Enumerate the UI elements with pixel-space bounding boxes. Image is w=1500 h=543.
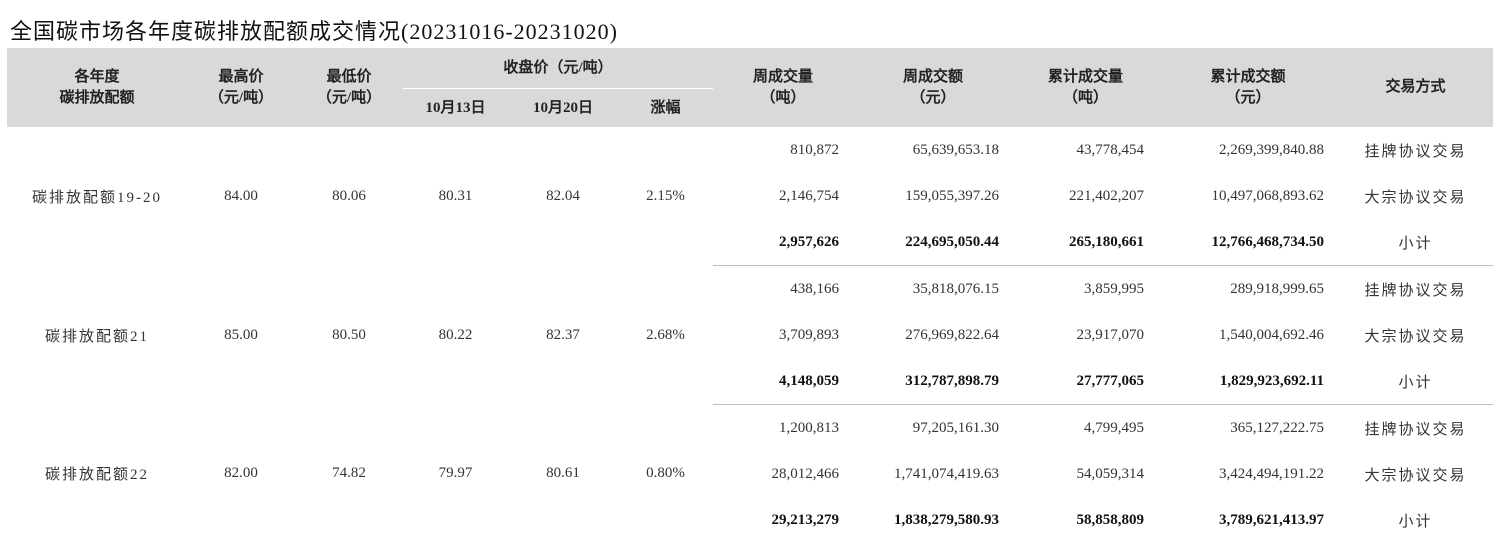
header-close-oct13: 10月13日 xyxy=(403,89,508,128)
vintage-name: 碳排放配额22 xyxy=(7,405,187,543)
low-price: 80.06 xyxy=(295,127,403,266)
trade-method: 挂牌协议交易 xyxy=(1338,127,1493,173)
trade-method: 大宗协议交易 xyxy=(1338,451,1493,497)
cum-volume: 43,778,454 xyxy=(1013,127,1158,173)
cum-amount: 12,766,468,734.50 xyxy=(1158,219,1338,266)
header-cum-amount: 累计成交额（元） xyxy=(1158,48,1338,127)
header-week-amount: 周成交额（元） xyxy=(853,48,1013,127)
trade-method: 小计 xyxy=(1338,358,1493,405)
week-amount: 224,695,050.44 xyxy=(853,219,1013,266)
week-volume: 28,012,466 xyxy=(713,451,853,497)
cum-amount: 365,127,222.75 xyxy=(1158,405,1338,452)
table-row: 碳排放配额19-20 84.00 80.06 80.31 82.04 2.15%… xyxy=(7,127,1493,173)
page-title: 全国碳市场各年度碳排放配额成交情况(20231016-20231020) xyxy=(10,14,618,46)
cum-volume: 27,777,065 xyxy=(1013,358,1158,405)
cum-volume: 3,859,995 xyxy=(1013,266,1158,313)
price-change: 2.15% xyxy=(618,127,713,266)
cum-amount: 3,424,494,191.22 xyxy=(1158,451,1338,497)
header-close-oct20: 10月20日 xyxy=(508,89,618,128)
week-amount: 276,969,822.64 xyxy=(853,312,1013,358)
cum-volume: 58,858,809 xyxy=(1013,497,1158,543)
cum-amount: 1,540,004,692.46 xyxy=(1158,312,1338,358)
cum-amount: 10,497,068,893.62 xyxy=(1158,173,1338,219)
header-change: 涨幅 xyxy=(618,89,713,128)
close-oct13: 80.31 xyxy=(403,127,508,266)
close-oct13: 80.22 xyxy=(403,266,508,405)
high-price: 84.00 xyxy=(187,127,295,266)
close-oct13: 79.97 xyxy=(403,405,508,543)
header-high-price: 最高价（元/吨） xyxy=(187,48,295,127)
week-volume: 810,872 xyxy=(713,127,853,173)
week-amount: 97,205,161.30 xyxy=(853,405,1013,452)
week-amount: 1,741,074,419.63 xyxy=(853,451,1013,497)
close-oct20: 82.37 xyxy=(508,266,618,405)
cum-amount: 2,269,399,840.88 xyxy=(1158,127,1338,173)
close-oct20: 80.61 xyxy=(508,405,618,543)
week-volume: 438,166 xyxy=(713,266,853,313)
low-price: 80.50 xyxy=(295,266,403,405)
carbon-market-table: 各年度碳排放配额 最高价（元/吨） 最低价（元/吨） 收盘价（元/吨） 周成交量… xyxy=(7,48,1493,543)
week-volume: 1,200,813 xyxy=(713,405,853,452)
trade-method: 大宗协议交易 xyxy=(1338,312,1493,358)
header-week-volume: 周成交量（吨） xyxy=(713,48,853,127)
trade-method: 小计 xyxy=(1338,497,1493,543)
cum-volume: 54,059,314 xyxy=(1013,451,1158,497)
week-amount: 65,639,653.18 xyxy=(853,127,1013,173)
header-method: 交易方式 xyxy=(1338,48,1493,127)
table-row: 碳排放配额22 82.00 74.82 79.97 80.61 0.80% 1,… xyxy=(7,405,1493,452)
week-volume: 29,213,279 xyxy=(713,497,853,543)
week-amount: 1,838,279,580.93 xyxy=(853,497,1013,543)
trade-method: 挂牌协议交易 xyxy=(1338,405,1493,452)
cum-volume: 221,402,207 xyxy=(1013,173,1158,219)
cum-volume: 23,917,070 xyxy=(1013,312,1158,358)
header-cum-volume: 累计成交量（吨） xyxy=(1013,48,1158,127)
header-vintage: 各年度碳排放配额 xyxy=(7,48,187,127)
trade-method: 挂牌协议交易 xyxy=(1338,266,1493,313)
week-volume: 3,709,893 xyxy=(713,312,853,358)
price-change: 0.80% xyxy=(618,405,713,543)
price-change: 2.68% xyxy=(618,266,713,405)
trade-method: 小计 xyxy=(1338,219,1493,266)
cum-amount: 289,918,999.65 xyxy=(1158,266,1338,313)
cum-volume: 265,180,661 xyxy=(1013,219,1158,266)
close-oct20: 82.04 xyxy=(508,127,618,266)
cum-amount: 3,789,621,413.97 xyxy=(1158,497,1338,543)
high-price: 85.00 xyxy=(187,266,295,405)
high-price: 82.00 xyxy=(187,405,295,543)
week-volume: 2,957,626 xyxy=(713,219,853,266)
vintage-name: 碳排放配额19-20 xyxy=(7,127,187,266)
week-volume: 2,146,754 xyxy=(713,173,853,219)
table-row: 碳排放配额21 85.00 80.50 80.22 82.37 2.68% 43… xyxy=(7,266,1493,313)
week-amount: 312,787,898.79 xyxy=(853,358,1013,405)
trade-method: 大宗协议交易 xyxy=(1338,173,1493,219)
low-price: 74.82 xyxy=(295,405,403,543)
header-close-price: 收盘价（元/吨） xyxy=(403,48,713,89)
header-low-price: 最低价（元/吨） xyxy=(295,48,403,127)
vintage-name: 碳排放配额21 xyxy=(7,266,187,405)
cum-volume: 4,799,495 xyxy=(1013,405,1158,452)
week-volume: 4,148,059 xyxy=(713,358,853,405)
week-amount: 35,818,076.15 xyxy=(853,266,1013,313)
week-amount: 159,055,397.26 xyxy=(853,173,1013,219)
cum-amount: 1,829,923,692.11 xyxy=(1158,358,1338,405)
